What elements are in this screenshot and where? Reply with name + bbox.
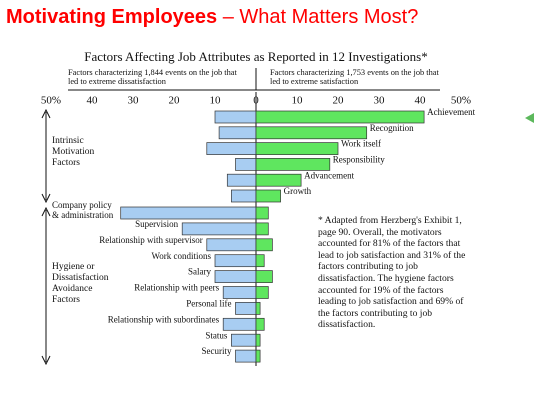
category-label-box: Company policy & administration (52, 201, 114, 220)
bar-dissatisfaction (206, 142, 257, 155)
bar-satisfaction (255, 126, 368, 140)
x-tick-label: 40 (87, 95, 99, 107)
chart-title: Factors Affecting Job Attributes as Repo… (84, 49, 428, 64)
x-tick-label: 50% (451, 95, 471, 107)
group-label-box: Hygiene or Dissatisfaction Avoidance Fac… (52, 262, 109, 305)
bar-satisfaction (255, 189, 281, 203)
bar-satisfaction (255, 302, 261, 315)
group-arrows (41, 206, 51, 366)
category-label: Company policy & administration (52, 201, 114, 220)
footnote: * Adapted from Herzberg's Exhibit 1, pag… (318, 215, 466, 331)
category-label: Status (205, 330, 228, 340)
category-label: Growth (284, 186, 312, 196)
category-label: Personal life (186, 298, 231, 308)
category-label: Responsibility (333, 154, 386, 164)
group-label-box: Intrinsic Motivation Factors (52, 136, 95, 168)
group-label: Intrinsic Motivation Factors (52, 136, 95, 168)
x-tick-label: 30 (128, 95, 140, 107)
category-label: Relationship with supervisor (99, 235, 203, 245)
bar-dissatisfaction (181, 222, 257, 236)
bar-satisfaction (255, 333, 261, 347)
category-label: Supervision (135, 219, 179, 229)
x-tick-label: 20 (169, 95, 181, 107)
bar-dissatisfaction (218, 126, 257, 140)
title-rest: – What Matters Most? (222, 6, 419, 28)
category-label: Salary (188, 267, 211, 277)
bar-dissatisfaction (235, 349, 257, 363)
category-label: Work itself (341, 139, 381, 149)
x-tick-label: 30 (374, 95, 386, 107)
left-subtitle: Factors characterizing 1,844 events on t… (68, 68, 237, 86)
bar-dissatisfaction (222, 286, 257, 299)
bar-satisfaction (255, 222, 269, 236)
category-label: Security (202, 346, 232, 356)
bar-dissatisfaction (231, 333, 257, 347)
bar-dissatisfaction (222, 317, 257, 331)
bar-satisfaction (255, 349, 261, 363)
x-tick-label: 10 (292, 95, 304, 107)
bar-satisfaction (255, 142, 339, 155)
category-label: Work conditions (151, 251, 211, 261)
x-tick-label: 40 (415, 95, 427, 107)
bar-satisfaction (255, 158, 331, 171)
right-subtitle: Factors characterizing 1,753 events on t… (270, 68, 439, 86)
x-tick-label: 10 (210, 95, 222, 107)
group-arrows (41, 108, 51, 204)
slide-title: Motivating Employees – What Matters Most… (6, 6, 418, 29)
category-label: Recognition (370, 123, 414, 133)
bar-dissatisfaction (235, 302, 257, 315)
bar-satisfaction (255, 286, 269, 299)
bar-satisfaction (255, 173, 302, 187)
bar-satisfaction (255, 317, 265, 331)
slide-decoration (525, 113, 534, 123)
x-tick-label: 50% (41, 95, 61, 107)
bar-satisfaction (255, 206, 269, 220)
bar-dissatisfaction (231, 189, 257, 203)
category-label: Relationship with subordinates (108, 314, 220, 324)
bar-dissatisfaction (226, 173, 257, 187)
bar-dissatisfaction (235, 158, 257, 171)
bar-dissatisfaction (206, 238, 257, 252)
bar-dissatisfaction (214, 270, 257, 283)
title-main: Motivating Employees (6, 6, 218, 28)
category-label: Relationship with peers (134, 283, 219, 293)
bar-satisfaction (255, 270, 273, 283)
x-tick-label: 20 (333, 95, 345, 107)
bar-dissatisfaction (214, 110, 257, 124)
bar-satisfaction (255, 110, 425, 124)
bar-dissatisfaction (214, 254, 257, 268)
bar-satisfaction (255, 254, 265, 268)
group-label: Hygiene or Dissatisfaction Avoidance Fac… (52, 262, 109, 305)
bar-satisfaction (255, 238, 273, 252)
category-label: Achievement (427, 107, 475, 117)
category-label: Advancement (304, 170, 354, 180)
bar-dissatisfaction (120, 206, 257, 220)
